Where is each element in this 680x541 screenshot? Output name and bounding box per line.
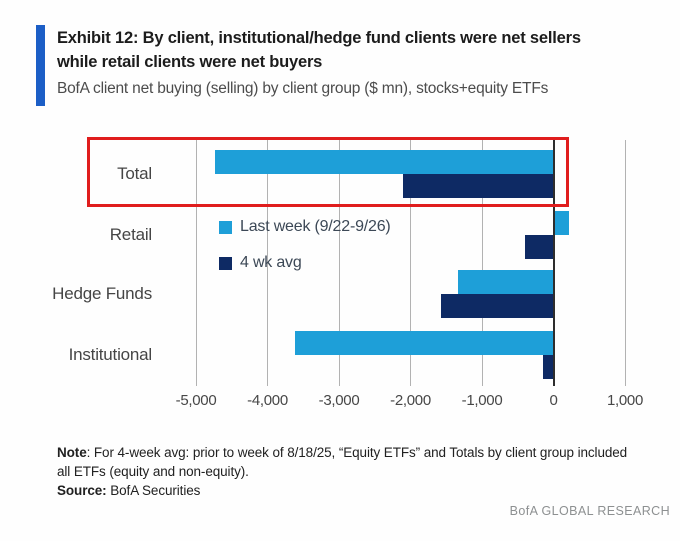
x-tick-label: -5,000 [175, 392, 217, 409]
category-label-total: Total [117, 164, 152, 183]
category-labels: Total Retail Hedge Funds Institutional [30, 140, 152, 386]
legend-label-4wk-avg: 4 wk avg [240, 254, 302, 271]
gridline [481, 140, 483, 386]
header-text: Exhibit 12: By client, institutional/hed… [57, 25, 581, 106]
plot-area: Last week (9/22-9/26) 4 wk avg -5,000 -4,… [170, 140, 643, 409]
chart-legend: Last week (9/22-9/26) 4 wk avg [219, 216, 391, 288]
bar-institutional-4wk-avg [543, 355, 554, 379]
zero-axis-line [552, 140, 555, 386]
bar-institutional-last-week [294, 331, 554, 355]
x-tick-label: -3,000 [318, 392, 360, 409]
exhibit-subtitle: BofA client net buying (selling) by clie… [57, 80, 549, 97]
exhibit-title: Exhibit 12: By client, institutional/hed… [57, 26, 581, 74]
bar-hedge-funds-last-week [457, 270, 554, 294]
gridline [624, 140, 626, 386]
header-accent-bar [36, 25, 45, 106]
x-tick-label: 0 [549, 392, 558, 409]
x-tick-label: -2,000 [390, 392, 431, 409]
source-line: Source: BofA Securities [57, 481, 637, 500]
category-label-retail: Retail [109, 225, 152, 244]
legend-swatch-4wk-avg [219, 256, 232, 270]
note-line-1: Note: For 4-week avg: prior to week of 8… [57, 443, 637, 462]
gridline [267, 140, 268, 386]
x-tick-label: -1,000 [461, 392, 503, 409]
note-text-1: : For 4-week avg: prior to week of 8/18/… [86, 445, 628, 460]
gridline [410, 140, 411, 386]
note-line-2: all ETFs (equity and non-equity). [57, 464, 249, 479]
exhibit-header: Exhibit 12: By client, institutional/hed… [36, 25, 581, 106]
category-label-hedge-funds: Hedge Funds [52, 284, 152, 303]
chart-notes: Note: For 4-week avg: prior to week of 8… [57, 443, 637, 500]
source-label: Source: [57, 483, 107, 498]
bar-total-4wk-avg [403, 174, 554, 198]
note-label: Note [57, 445, 87, 460]
total-row-highlight-box [87, 137, 569, 207]
exhibit-title-line2: while retail clients were net buyers [57, 53, 323, 71]
bar-total-last-week [214, 150, 554, 174]
gridline [195, 140, 197, 386]
bar-retail-4wk-avg [524, 235, 554, 259]
legend-item-last-week: Last week (9/22-9/26) [219, 216, 391, 238]
bar-chart: Total Retail Hedge Funds Institutional Last… [30, 137, 643, 409]
legend-label-last-week: Last week (9/22-9/26) [240, 218, 391, 235]
gridline [338, 140, 340, 386]
legend-item-4wk-avg: 4 wk avg [219, 252, 391, 274]
x-tick-label: 1,000 [606, 392, 644, 409]
legend-swatch-last-week [219, 220, 232, 234]
exhibit-title-line1: Exhibit 12: By client, institutional/hed… [57, 29, 581, 47]
source-text: BofA Securities [106, 483, 201, 498]
bofa-global-research-brand: BofA GLOBAL RESEARCH [509, 504, 670, 518]
bar-retail-last-week [553, 211, 569, 235]
category-label-institutional: Institutional [68, 345, 153, 364]
x-tick-label: -4,000 [247, 392, 288, 409]
bar-hedge-funds-4wk-avg [440, 294, 554, 318]
